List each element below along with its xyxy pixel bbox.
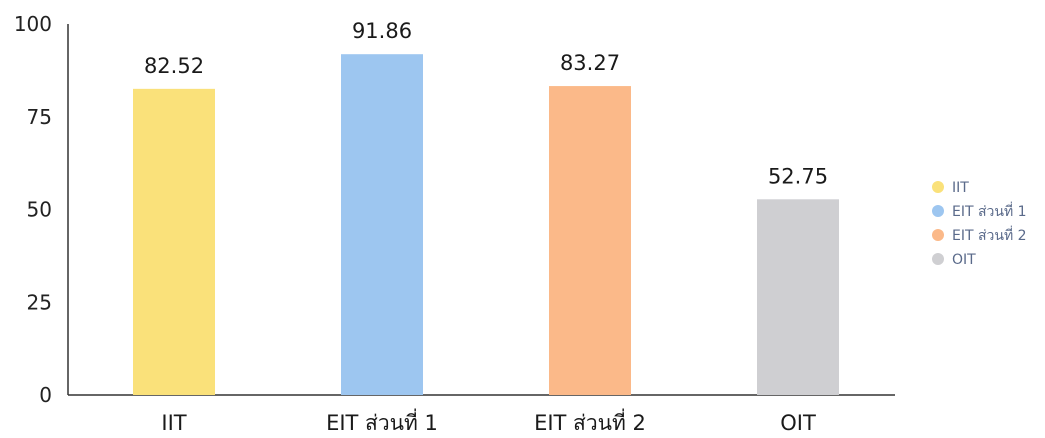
legend-swatch bbox=[932, 181, 944, 193]
legend-swatch bbox=[932, 229, 944, 241]
y-tick-label: 50 bbox=[27, 198, 52, 222]
legend-swatch bbox=[932, 205, 944, 217]
y-tick-labels: 0 25 50 75 100 bbox=[14, 12, 52, 407]
y-tick-label: 75 bbox=[27, 105, 52, 129]
bar bbox=[341, 54, 423, 395]
data-label: 52.75 bbox=[768, 164, 828, 188]
x-tick-labels: IIT EIT ส่วนที่ 1 EIT ส่วนที่ 2 OIT bbox=[161, 408, 816, 435]
x-tick-label: IIT bbox=[161, 411, 186, 435]
legend: IIT EIT ส่วนที่ 1 EIT ส่วนที่ 2 OIT bbox=[932, 180, 1027, 268]
legend-label: EIT ส่วนที่ 1 bbox=[952, 202, 1027, 220]
bar bbox=[549, 86, 631, 395]
legend-label: EIT ส่วนที่ 2 bbox=[952, 226, 1027, 244]
legend-swatch bbox=[932, 253, 944, 265]
bars bbox=[133, 54, 839, 395]
data-label: 91.86 bbox=[352, 19, 412, 43]
bar bbox=[133, 88, 215, 395]
x-tick-label: OIT bbox=[780, 411, 816, 435]
x-tick-label: EIT ส่วนที่ 1 bbox=[326, 408, 438, 435]
legend-label: OIT bbox=[952, 252, 976, 268]
data-label: 82.52 bbox=[144, 54, 204, 78]
x-tick-label: EIT ส่วนที่ 2 bbox=[534, 408, 646, 435]
y-tick-label: 25 bbox=[27, 290, 52, 314]
data-labels: 82.52 91.86 83.27 52.75 bbox=[144, 19, 828, 188]
legend-label: IIT bbox=[952, 180, 969, 196]
data-label: 83.27 bbox=[560, 51, 620, 75]
bar bbox=[757, 199, 839, 395]
y-tick-label: 0 bbox=[39, 383, 52, 407]
y-tick-label: 100 bbox=[14, 12, 52, 36]
